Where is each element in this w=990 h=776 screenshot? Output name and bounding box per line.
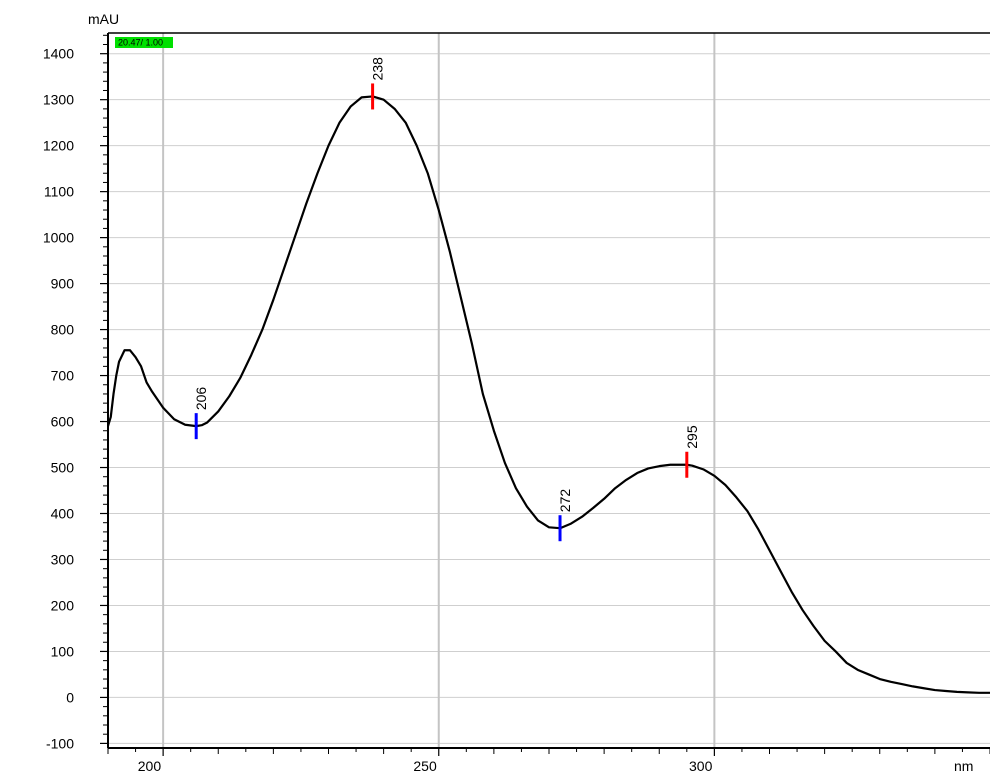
x-tick-label: 250 (413, 758, 437, 774)
spectrum-line (106, 95, 990, 694)
y-tick-label: 500 (51, 460, 75, 476)
peak-label: 295 (684, 425, 700, 449)
y-tick-label: 200 (51, 597, 75, 613)
y-tick-label: 700 (51, 368, 75, 384)
y-tick-label: 1400 (43, 46, 74, 62)
axis-ticks (100, 34, 990, 756)
y-axis-unit-label: mAU (88, 11, 119, 27)
x-axis-unit-label: nm (954, 758, 973, 774)
axes (107, 32, 990, 749)
y-tick-label: 100 (51, 643, 75, 659)
y-tick-label: 900 (51, 276, 75, 292)
y-tick-label: 0 (66, 689, 74, 705)
grid-lines (108, 33, 990, 748)
valley-label: 272 (557, 489, 573, 513)
range-badge-text: 20.47/ 1.00 (118, 38, 163, 48)
y-tick-label: 800 (51, 322, 75, 338)
y-tick-label: 1000 (43, 230, 74, 246)
valley-label: 206 (193, 387, 209, 411)
y-tick-label: 1100 (44, 184, 74, 200)
y-tick-label: -100 (46, 735, 74, 751)
y-tick-label: 300 (51, 551, 75, 567)
peak-label: 238 (370, 57, 386, 81)
peak-markers: 206 238 272 295 (193, 57, 700, 542)
range-badge: 20.47/ 1.00 (115, 37, 173, 48)
x-tick-label: 200 (138, 758, 162, 774)
y-tick-label: 400 (51, 505, 75, 521)
range-badge-background (115, 37, 173, 48)
y-tick-label: 1300 (43, 92, 74, 108)
tick-labels: -100 0 100 200 300 400 500 600 700 800 900 1000 1100… (43, 46, 713, 774)
y-tick-label: 1200 (43, 138, 74, 154)
x-tick-label: 300 (689, 758, 713, 774)
y-tick-label: 600 (51, 414, 75, 430)
